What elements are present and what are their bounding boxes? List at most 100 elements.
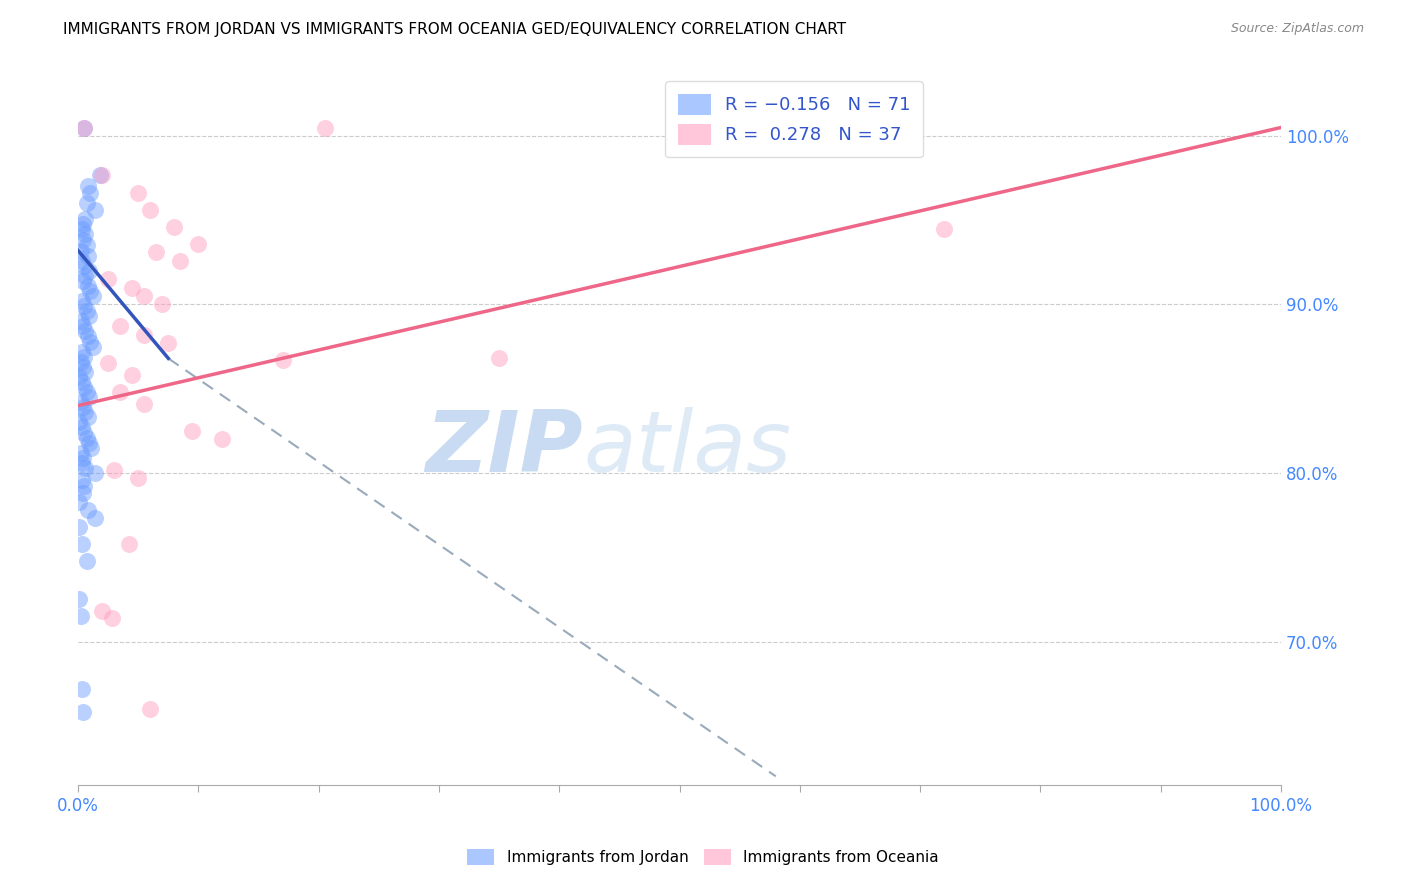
Point [72, 450, 94, 465]
Text: IMMIGRANTS FROM JORDAN VS IMMIGRANTS FROM OCEANIA GED/EQUIVALENCY CORRELATION CH: IMMIGRANTS FROM JORDAN VS IMMIGRANTS FRO… [63, 22, 846, 37]
Point [89, 168, 111, 182]
Point [79, 186, 101, 201]
Legend: R = −0.156   N = 71, R =  0.278   N = 37: R = −0.156 N = 71, R = 0.278 N = 37 [665, 81, 924, 157]
Point [79, 284, 101, 298]
Point [76, 410, 98, 425]
Point [91, 168, 114, 182]
Point [91, 604, 114, 618]
Point [82, 340, 104, 354]
Point [84, 203, 107, 218]
Point [103, 462, 125, 476]
Point [67, 494, 90, 508]
Point [82, 289, 104, 303]
Point [157, 336, 180, 351]
Point [73, 299, 96, 313]
Point [70, 537, 93, 551]
Point [121, 368, 143, 383]
Text: atlas: atlas [583, 407, 792, 490]
Point [934, 221, 956, 235]
Point [70, 420, 93, 434]
Point [73, 120, 96, 135]
Point [117, 537, 139, 551]
Point [77, 264, 100, 278]
Point [77, 390, 100, 404]
Point [187, 236, 209, 251]
Point [69, 314, 91, 328]
Point [72, 486, 94, 500]
Point [169, 253, 191, 268]
Point [73, 120, 96, 135]
Point [314, 120, 336, 135]
Point [69, 609, 91, 624]
Point [84, 511, 107, 525]
Point [72, 217, 94, 231]
Point [75, 405, 97, 419]
Point [67, 592, 90, 607]
Point [163, 219, 186, 234]
Point [211, 432, 233, 446]
Point [75, 211, 97, 226]
Point [70, 375, 93, 389]
Point [150, 297, 173, 311]
Point [67, 520, 90, 534]
Point [76, 304, 98, 318]
Point [101, 611, 124, 625]
Point [134, 289, 156, 303]
Point [79, 334, 101, 349]
Point [72, 274, 94, 288]
Point [76, 553, 98, 567]
Point [76, 249, 98, 263]
Point [75, 325, 97, 339]
Point [75, 268, 97, 283]
Point [76, 385, 98, 400]
Point [75, 227, 97, 241]
Point [72, 234, 94, 248]
Point [73, 479, 96, 493]
Point [76, 503, 98, 517]
Point [70, 221, 93, 235]
Point [97, 356, 120, 370]
Point [121, 280, 143, 294]
Text: ZIP: ZIP [426, 407, 583, 490]
Point [80, 441, 103, 455]
Point [181, 424, 204, 438]
Point [75, 461, 97, 475]
Point [488, 351, 510, 366]
Point [76, 431, 98, 445]
Point [127, 471, 149, 485]
Point [76, 329, 98, 343]
Point [69, 355, 91, 369]
Point [73, 380, 96, 394]
Point [72, 359, 94, 374]
Point [67, 370, 90, 384]
Point [72, 319, 94, 334]
Point [70, 294, 93, 309]
Point [145, 245, 167, 260]
Legend: Immigrants from Jordan, Immigrants from Oceania: Immigrants from Jordan, Immigrants from … [461, 843, 945, 871]
Point [70, 344, 93, 359]
Point [73, 259, 96, 273]
Point [69, 395, 91, 409]
Point [69, 446, 91, 460]
Point [69, 244, 91, 258]
Point [139, 203, 162, 218]
Point [72, 401, 94, 415]
Point [75, 365, 97, 379]
Point [127, 186, 149, 201]
Point [134, 327, 156, 342]
Point [72, 706, 94, 720]
Text: Source: ZipAtlas.com: Source: ZipAtlas.com [1230, 22, 1364, 36]
Point [76, 179, 98, 194]
Point [76, 196, 98, 211]
Point [97, 272, 120, 286]
Point [73, 425, 96, 440]
Point [77, 435, 100, 450]
Point [110, 385, 132, 400]
Point [134, 397, 156, 411]
Point [70, 473, 93, 487]
Point [70, 681, 93, 696]
Point [139, 702, 162, 716]
Point [70, 456, 93, 470]
Point [84, 466, 107, 480]
Point [67, 416, 90, 430]
